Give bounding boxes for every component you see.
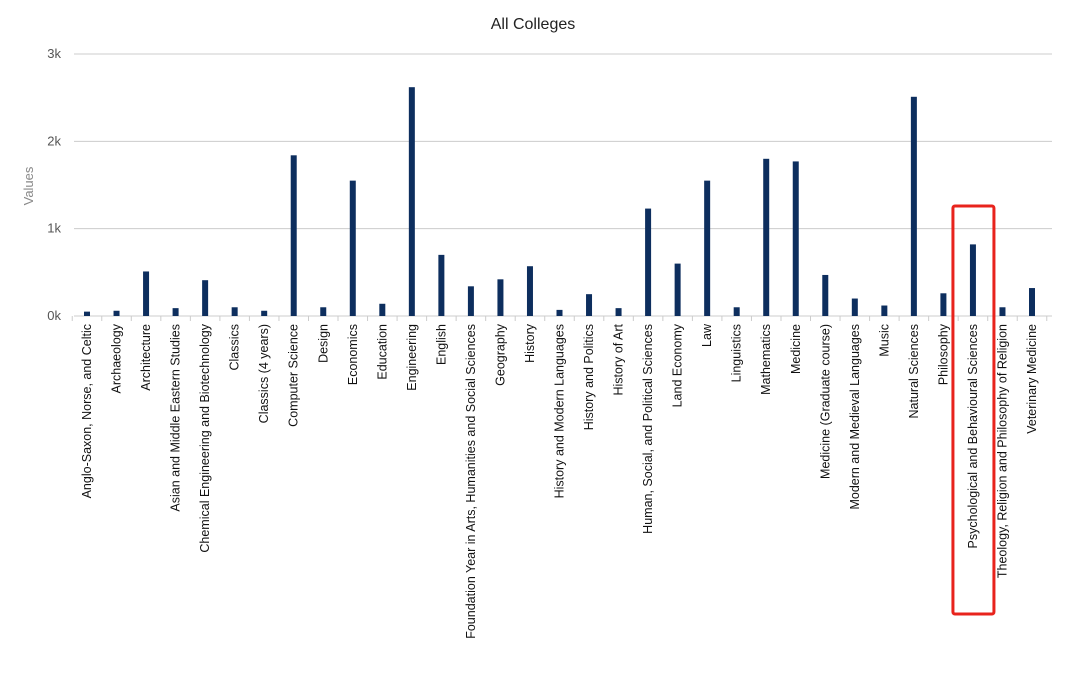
y-axis-ticks: 0k 1k 2k 3k	[47, 46, 61, 323]
bar	[969, 244, 976, 316]
x-tick-label: Engineering	[405, 324, 419, 391]
highlight-box	[951, 204, 996, 616]
bar	[172, 308, 179, 316]
x-tick-label: Veterinary Medicine	[1025, 324, 1039, 434]
bar	[910, 96, 917, 316]
x-tick-label: Economics	[346, 324, 360, 385]
x-tick-label: Architecture	[139, 324, 153, 391]
bar	[674, 263, 681, 316]
bar	[349, 180, 356, 316]
bar	[792, 161, 799, 316]
bar	[940, 293, 947, 316]
bar	[526, 266, 533, 316]
bar	[556, 309, 563, 316]
x-tick-label: Foundation Year in Arts, Humanities and …	[464, 324, 478, 639]
gridlines	[74, 53, 1052, 317]
y-tick-label: 3k	[47, 46, 61, 61]
bar	[586, 294, 593, 316]
bar	[645, 208, 652, 316]
x-tick-label: Medicine (Graduate course)	[818, 324, 832, 479]
bar	[467, 286, 474, 316]
x-tick-label: Classics	[228, 324, 242, 371]
bar	[999, 307, 1006, 316]
x-tick-label: Philosophy	[936, 323, 950, 385]
x-tick-label: Human, Social, and Political Sciences	[641, 324, 655, 534]
x-tick-label: Music	[877, 324, 891, 357]
x-tick-label: Modern and Medieval Languages	[848, 324, 862, 510]
bar	[113, 310, 120, 316]
x-tick-label: Classics (4 years)	[257, 324, 271, 423]
x-tick-label: Land Economy	[671, 323, 685, 407]
x-tick-label: Anglo-Saxon, Norse, and Celtic	[80, 324, 94, 498]
bar	[261, 310, 268, 316]
bar	[143, 271, 150, 316]
bar	[320, 307, 327, 316]
x-tick-label: Geography	[493, 323, 507, 386]
bar	[763, 158, 770, 316]
bar	[290, 155, 297, 316]
highlight-annotation	[951, 204, 996, 616]
x-tick-label: Education	[375, 324, 389, 380]
x-tick-label: Mathematics	[759, 324, 773, 395]
y-tick-label: 2k	[47, 133, 61, 148]
x-tick-label: History and Politics	[582, 324, 596, 430]
bar	[379, 303, 386, 316]
y-tick-label: 1k	[47, 221, 61, 236]
bar	[851, 298, 858, 316]
x-tick-label: Law	[700, 323, 714, 347]
bar	[881, 305, 888, 316]
x-tick-label: History	[523, 323, 537, 363]
bar	[704, 180, 711, 316]
x-tick-label: Natural Sciences	[907, 324, 921, 419]
bar	[822, 274, 829, 316]
bars	[84, 87, 1035, 316]
x-tick-label: Medicine	[789, 324, 803, 374]
bar	[84, 311, 90, 316]
y-axis-label: Values	[21, 166, 36, 205]
x-tick-label: Psychological and Behavioural Sciences	[966, 324, 980, 548]
x-tick-label: Theology, Religion and Philosophy of Rel…	[995, 324, 1009, 578]
x-tick-label: Asian and Middle Eastern Studies	[169, 324, 183, 512]
x-axis-category-labels: Anglo-Saxon, Norse, and Celtic Archaeolog…	[80, 323, 1039, 639]
bar	[202, 280, 209, 316]
y-tick-label: 0k	[47, 308, 61, 323]
bar	[733, 307, 740, 316]
bar	[408, 87, 415, 316]
x-axis-ticks	[71, 316, 1048, 321]
x-tick-label: History of Art	[612, 323, 626, 395]
bar	[615, 308, 622, 316]
x-tick-label: Linguistics	[730, 324, 744, 382]
x-tick-label: Chemical Engineering and Biotechnology	[198, 323, 212, 552]
chart-title: All Colleges	[491, 16, 575, 33]
x-tick-label: English	[434, 324, 448, 365]
bar	[1029, 288, 1035, 316]
bar	[231, 307, 238, 316]
x-tick-label: Archaeology	[110, 323, 124, 393]
x-tick-label: Computer Science	[287, 324, 301, 427]
x-tick-label: History and Modern Languages	[553, 324, 567, 498]
bar	[438, 254, 445, 316]
x-tick-label: Design	[316, 324, 330, 363]
bar	[497, 279, 504, 316]
